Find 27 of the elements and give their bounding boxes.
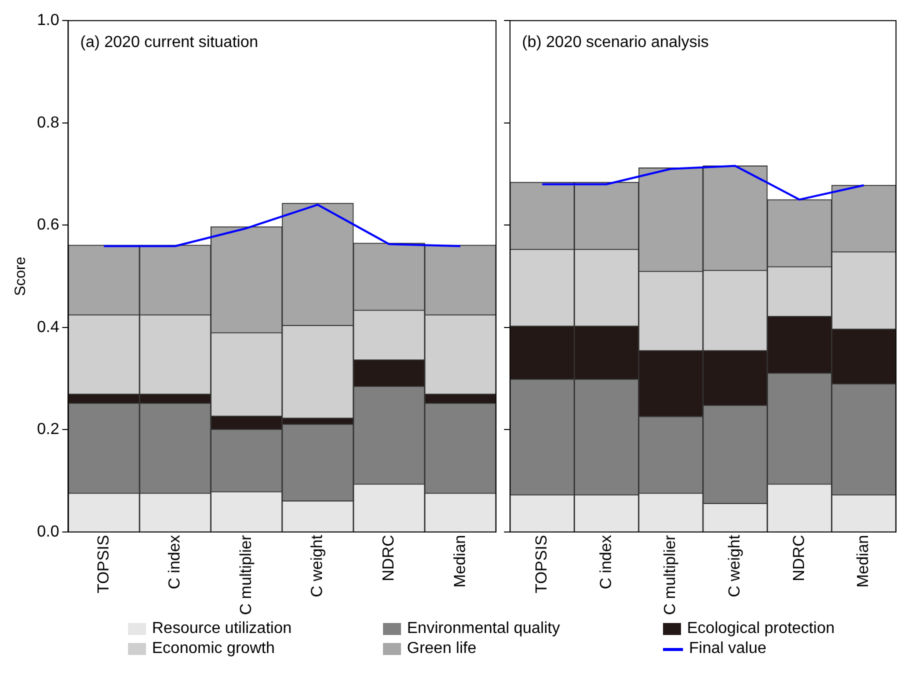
x-tick-label: C weight — [309, 534, 326, 598]
x-tick-label: C multiplier — [238, 534, 255, 615]
x-tick-label: NDRC — [790, 534, 808, 582]
x-tick-label: C multiplier — [662, 534, 680, 615]
x-tick-label: C weight — [726, 534, 744, 598]
y-tick-label: 0.4 — [36, 318, 60, 336]
x-tick-label: Median — [855, 534, 872, 588]
x-tick-label: Median — [452, 534, 469, 588]
text: (b) 2020 scenario analysis — [522, 34, 709, 52]
x-tick-label: TOPSIS — [534, 534, 551, 594]
y-tick-label: 0.6 — [36, 216, 60, 234]
legend-label: Green life — [407, 640, 476, 658]
legend-label: Environmental quality — [407, 620, 560, 638]
x-tick-label: NDRC — [380, 534, 398, 582]
y-tick-label: 0.8 — [36, 114, 60, 132]
y-tick-label: 0.0 — [36, 523, 60, 540]
legend-label: Resource utilization — [152, 620, 292, 638]
legend-label: Final value — [689, 640, 766, 658]
x-tick-label: C index — [598, 534, 615, 590]
y-tick-label: 1.0 — [36, 12, 60, 30]
legend-label: Economic growth — [152, 640, 275, 658]
text: (a) 2020 current situation — [80, 34, 258, 52]
x-tick-label: TOPSIS — [95, 534, 112, 594]
y-axis-title: Score — [12, 256, 30, 296]
x-tick-label: C index — [166, 534, 184, 590]
legend-label: Ecological protection — [687, 620, 835, 638]
y-tick-label: 0.2 — [36, 421, 60, 438]
